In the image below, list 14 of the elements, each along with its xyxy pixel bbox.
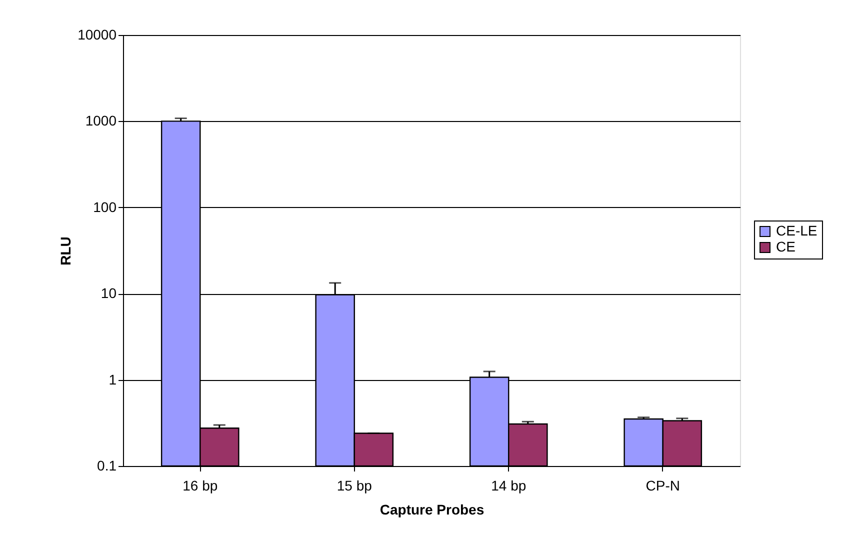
y-tick-label: 1000 — [85, 112, 117, 129]
legend-label: CE — [776, 238, 796, 254]
x-tick-label: CP-N — [646, 478, 680, 494]
y-tick-label: 10000 — [78, 26, 117, 42]
y-tick-label: 1 — [108, 371, 117, 388]
x-tick-label: 15 bp — [336, 478, 372, 494]
y-tick-label: 0.1 — [97, 458, 117, 474]
y-tick-label: 100 — [93, 198, 117, 215]
x-tick-label: 14 bp — [491, 478, 526, 494]
x-axis-title: Capture Probes — [380, 502, 484, 518]
y-tick-label: 10 — [100, 285, 117, 302]
x-tick-label: 16 bp — [182, 478, 218, 494]
y-axis-title: RLU — [58, 236, 74, 266]
legend-label: CE-LE — [776, 222, 818, 238]
